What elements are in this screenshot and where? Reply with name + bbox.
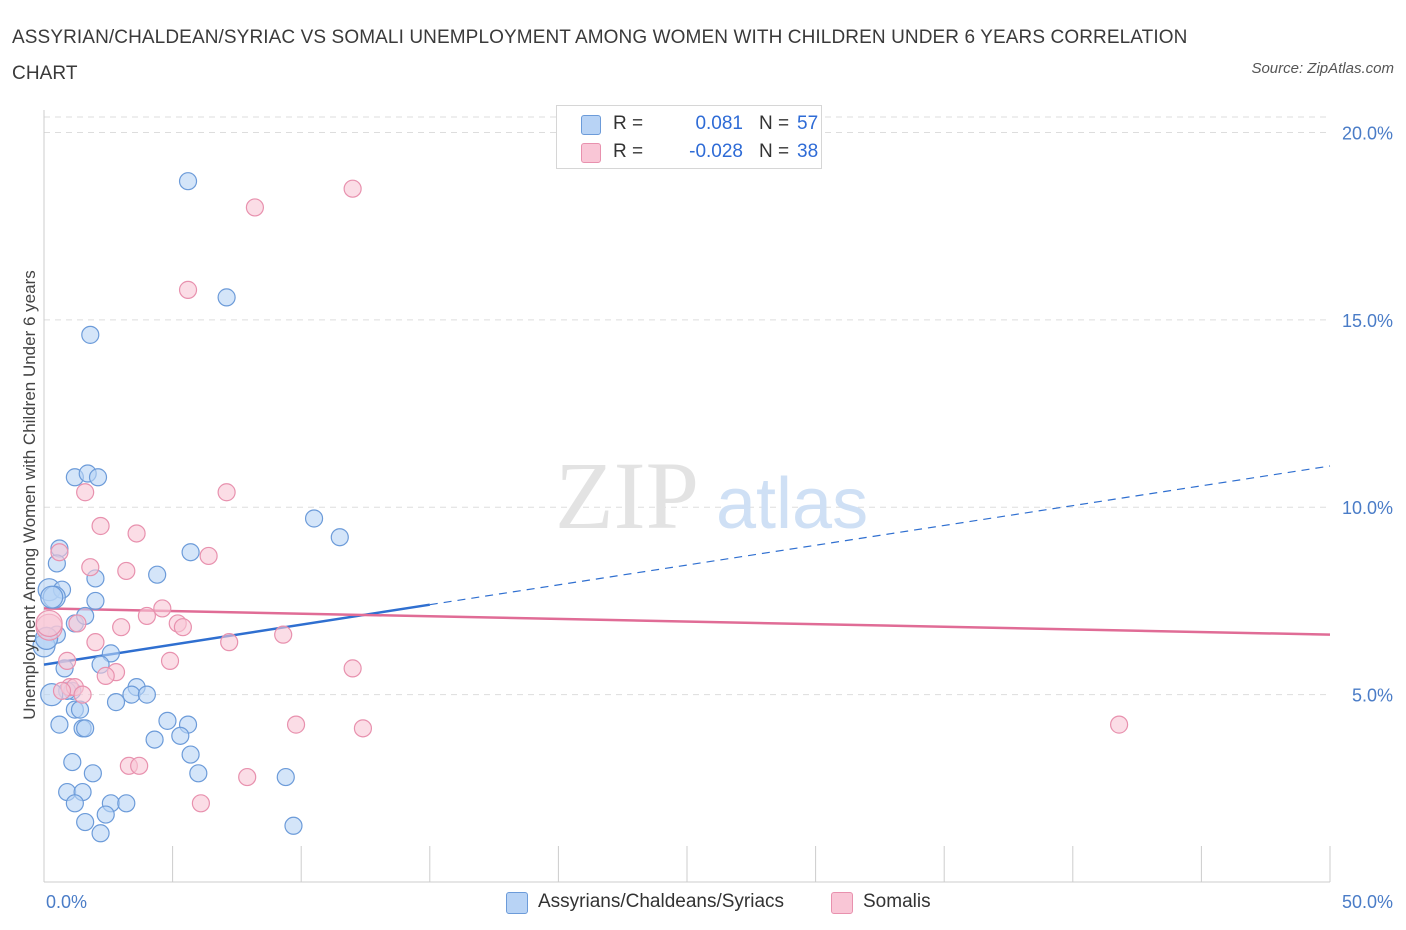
point-somalis [137,606,156,626]
legend-swatch-blue [581,115,601,135]
point-assyrians [83,764,102,783]
point-somalis [50,543,69,562]
legend-r-value: -0.028 [689,141,743,162]
source-credit: Source: ZipAtlas.com [1251,60,1394,77]
legend-label-assyrians: Assyrians/Chaldeans/Syriacs [538,891,785,912]
point-assyrians [76,719,95,738]
point-somalis [86,633,105,652]
point-somalis [68,614,87,633]
point-somalis [117,561,136,581]
point-assyrians [181,543,200,562]
legend-n-value: 57 [797,113,819,134]
y-tick-label: 10.0% [1342,498,1393,518]
point-somalis [153,599,172,618]
series-assyrians-points [32,172,349,843]
point-somalis [91,516,110,536]
legend-n-label: N = [759,141,790,162]
x-tick-label-max: 50.0% [1342,892,1393,912]
axis-labels: 5.0% 10.0% 15.0% 20.0% 0.0% 50.0% Unemployment… [20,123,1393,912]
legend-swatch-pink [581,143,601,163]
point-somalis [73,685,92,704]
point-assyrians [304,509,324,528]
point-somalis [286,715,306,734]
point-somalis [112,618,131,637]
point-assyrians [330,528,349,547]
point-assyrians [76,812,95,832]
legend-label-somalis: Somalis [863,891,931,912]
y-axis-label: Unemployment Among Women with Children U… [20,270,39,719]
point-assyrians [96,805,115,824]
point-somalis [245,198,265,217]
point-assyrians [189,764,208,783]
axes [43,110,1331,883]
point-assyrians [217,288,236,307]
point-assyrians [158,711,177,730]
legend-n-label: N = [759,113,790,134]
point-somalis [58,651,77,670]
point-assyrians [70,700,90,719]
point-somalis [238,767,257,787]
point-somalis [130,756,149,775]
point-assyrians [88,468,108,487]
y-tick-label: 20.0% [1342,123,1393,143]
legend-r-label: R = [613,113,644,134]
series-somalis-points [35,179,1129,813]
point-somalis [81,558,100,577]
gridlines [44,116,1330,696]
point-somalis [160,651,180,670]
point-assyrians [86,591,105,611]
point-somalis [343,659,362,678]
chart-title: ASSYRIAN/CHALDEAN/SYRIAC VS SOMALI UNEMP… [12,27,1188,84]
point-assyrians [65,794,84,813]
point-assyrians [101,644,120,663]
point-assyrians [106,693,126,712]
point-somalis [353,719,373,738]
point-assyrians [50,715,69,734]
point-assyrians [81,325,100,344]
point-somalis [220,633,239,652]
legend-swatch-blue [506,892,528,914]
point-somalis [178,280,198,299]
point-assyrians [276,767,295,787]
correlation-legend: R = 0.081 N = 57 R = -0.028 N = 38 [556,105,822,169]
point-somalis [191,794,210,813]
point-assyrians [178,172,198,191]
point-assyrians [63,752,82,772]
point-somalis [217,483,236,502]
point-assyrians [145,730,164,749]
point-assyrians [181,745,200,764]
legend-r-label: R = [613,141,644,162]
point-assyrians [171,726,190,745]
point-assyrians [284,816,303,835]
trend-somalis [43,607,1331,636]
point-somalis [96,666,115,685]
point-somalis [343,179,362,198]
point-somalis [76,483,95,502]
watermark-atlas: atlas [716,464,868,544]
x-tick-label-min: 0.0% [46,892,87,912]
point-assyrians [91,824,110,843]
legend-swatch-pink [831,892,853,914]
legend-n-value: 38 [797,141,819,162]
trend-assyrians-extension [429,465,1331,606]
y-tick-label: 15.0% [1342,311,1393,331]
point-assyrians [40,585,64,609]
point-somalis [127,524,146,543]
point-somalis [274,625,293,644]
y-tick-label: 5.0% [1352,686,1393,706]
point-somalis [1109,715,1129,734]
point-assyrians [137,685,156,704]
point-somalis [199,546,218,566]
point-assyrians [122,685,141,704]
watermark: ZIP atlas [555,442,868,549]
legend-r-value: 0.081 [695,113,743,134]
point-assyrians [117,794,136,813]
point-somalis [35,609,63,638]
watermark-zip: ZIP [555,442,699,549]
point-somalis [52,681,72,700]
point-somalis [173,618,192,637]
point-assyrians [148,565,167,584]
